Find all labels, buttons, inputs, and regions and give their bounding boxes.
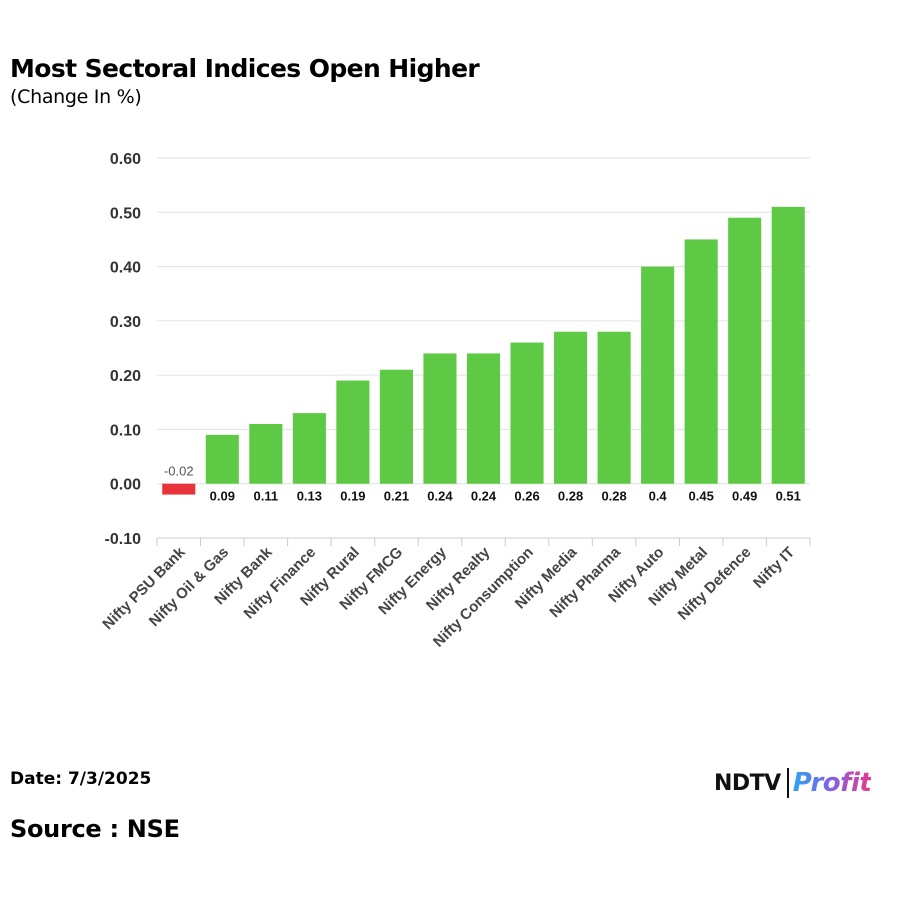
- data-label: 0.24: [471, 489, 497, 504]
- data-label: 0.13: [297, 489, 322, 504]
- logo-brand: NDTV: [714, 770, 781, 796]
- data-label: 0.51: [776, 489, 801, 504]
- y-tick-label: 0.10: [110, 422, 141, 439]
- bar: [684, 239, 718, 484]
- bar-chart: 0.60 0.50 0.40 0.30 0.20 0.10 0.00 -0.10 -0.02 Ni…: [99, 151, 811, 651]
- chart-subtitle: (Change In %): [10, 86, 142, 108]
- logo-divider: [786, 768, 789, 798]
- source-label: Source : NSE: [10, 815, 180, 843]
- y-tick-label: 0.30: [110, 314, 141, 331]
- data-label: 0.28: [558, 489, 583, 504]
- data-label: 0.4: [649, 489, 668, 504]
- y-tick-label: 0.40: [110, 260, 141, 277]
- bar: [641, 266, 675, 484]
- bar: [205, 434, 239, 484]
- chart-title: Most Sectoral Indices Open Higher: [10, 54, 480, 83]
- data-label: 0.26: [514, 489, 539, 504]
- ndtv-profit-logo: NDTV Profit: [714, 766, 872, 800]
- data-label: 0.24: [427, 489, 453, 504]
- y-tick-label: 0.60: [110, 151, 141, 168]
- y-tick-label: 0.20: [110, 368, 141, 385]
- bar: [249, 424, 283, 484]
- data-label: 0.49: [732, 489, 757, 504]
- logo-product: Profit: [792, 768, 872, 798]
- bar: [771, 206, 805, 484]
- y-tick-label: 0.00: [110, 477, 141, 494]
- data-label: -0.02: [164, 464, 194, 479]
- data-label: 0.28: [601, 489, 626, 504]
- data-label: 0.45: [689, 489, 714, 504]
- data-label: 0.11: [254, 489, 279, 504]
- bar: [162, 483, 196, 495]
- bar: [292, 413, 326, 484]
- bar: [728, 217, 762, 484]
- bar: [597, 331, 631, 484]
- y-tick-label: 0.50: [110, 205, 141, 222]
- bar: [510, 342, 544, 484]
- bar: [379, 369, 413, 484]
- data-label: 0.21: [384, 489, 409, 504]
- bar: [423, 353, 457, 484]
- category-label: Nifty IT: [750, 544, 798, 592]
- bar: [554, 331, 588, 484]
- date-label: Date: 7/3/2025: [10, 769, 152, 789]
- y-tick-label: -0.10: [105, 531, 142, 548]
- data-label: 0.09: [210, 489, 235, 504]
- bar: [336, 380, 370, 484]
- bar: [466, 353, 501, 484]
- data-label: 0.19: [340, 489, 365, 504]
